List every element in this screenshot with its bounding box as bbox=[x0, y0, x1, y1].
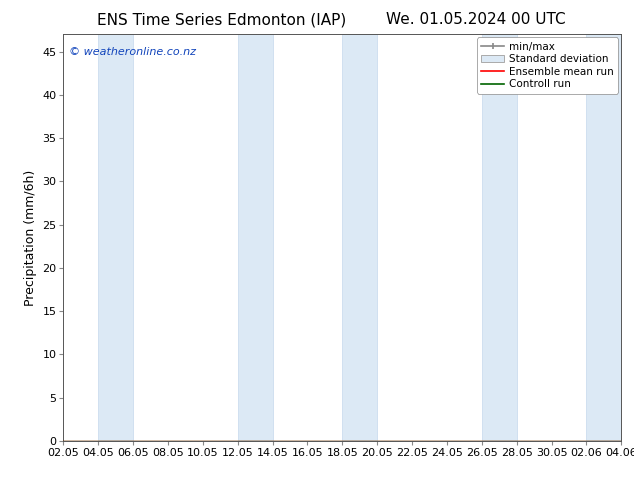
Text: ENS Time Series Edmonton (IAP): ENS Time Series Edmonton (IAP) bbox=[97, 12, 347, 27]
Bar bbox=[586, 34, 621, 441]
Bar bbox=[482, 34, 517, 441]
Bar bbox=[98, 34, 133, 441]
Text: We. 01.05.2024 00 UTC: We. 01.05.2024 00 UTC bbox=[385, 12, 566, 27]
Bar bbox=[342, 34, 377, 441]
Text: © weatheronline.co.nz: © weatheronline.co.nz bbox=[69, 47, 196, 56]
Y-axis label: Precipitation (mm/6h): Precipitation (mm/6h) bbox=[24, 170, 37, 306]
Bar bbox=[238, 34, 273, 441]
Legend: min/max, Standard deviation, Ensemble mean run, Controll run: min/max, Standard deviation, Ensemble me… bbox=[477, 37, 618, 94]
